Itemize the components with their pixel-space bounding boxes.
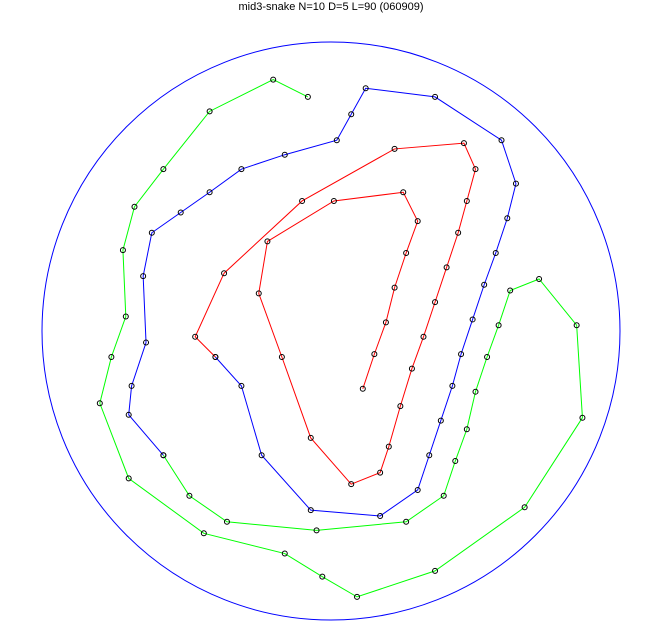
data-point-2-30: [304, 93, 311, 100]
data-point-1-27: [128, 382, 135, 389]
data-point-2-11: [507, 287, 514, 294]
data-point-0-25: [299, 197, 306, 204]
data-point-0-10: [278, 354, 285, 361]
data-point-1-25: [140, 273, 147, 280]
boundary-circle: [41, 41, 621, 621]
data-point-1-16: [432, 93, 439, 100]
data-point-0-18: [432, 299, 439, 306]
data-point-2-24: [122, 313, 129, 320]
data-point-0-7: [330, 197, 337, 204]
data-point-1-24: [148, 229, 155, 236]
data-point-2-19: [281, 550, 288, 557]
data-point-2-8: [472, 388, 479, 395]
data-point-1-4: [377, 512, 384, 519]
data-point-0-14: [385, 443, 392, 450]
data-point-0-21: [463, 197, 470, 204]
series-line-1: [128, 87, 517, 517]
data-point-0-2: [382, 319, 389, 326]
data-point-1-6: [426, 452, 433, 459]
data-point-0-12: [348, 481, 355, 488]
data-point-1-28: [125, 411, 132, 418]
data-point-2-16: [432, 567, 439, 574]
data-point-0-5: [414, 218, 421, 225]
data-point-0-13: [377, 469, 384, 476]
data-point-0-0: [359, 385, 366, 392]
data-point-0-24: [391, 145, 398, 152]
data-point-2-26: [131, 203, 138, 210]
data-point-0-23: [460, 140, 467, 147]
data-point-2-20: [200, 530, 207, 537]
data-point-0-17: [420, 333, 427, 340]
data-point-1-26: [143, 339, 150, 346]
data-point-2-2: [223, 518, 230, 525]
data-point-0-11: [307, 434, 314, 441]
data-point-2-18: [319, 573, 326, 580]
data-point-0-9: [255, 290, 262, 297]
data-point-0-15: [397, 403, 404, 410]
data-point-1-8: [449, 382, 456, 389]
data-point-2-25: [119, 247, 126, 254]
data-point-1-21: [238, 166, 245, 173]
series-line-0: [194, 142, 477, 485]
data-point-2-4: [403, 518, 410, 525]
data-point-0-19: [443, 264, 450, 271]
data-point-0-22: [472, 166, 479, 173]
data-point-0-1: [371, 351, 378, 358]
data-point-1-7: [437, 417, 444, 424]
data-point-2-1: [186, 492, 193, 499]
data-point-2-13: [573, 322, 580, 329]
data-point-2-6: [452, 458, 459, 465]
data-point-2-12: [536, 275, 543, 282]
data-point-2-28: [206, 108, 213, 115]
data-point-0-27: [192, 333, 199, 340]
data-point-0-3: [391, 284, 398, 291]
data-point-2-15: [521, 504, 528, 511]
data-point-1-5: [414, 486, 421, 493]
data-point-0-20: [455, 229, 462, 236]
data-point-2-7: [463, 426, 470, 433]
data-point-2-29: [270, 76, 277, 83]
data-point-1-0: [212, 354, 219, 361]
data-point-2-3: [313, 527, 320, 534]
data-point-2-10: [495, 322, 502, 329]
data-point-2-27: [160, 166, 167, 173]
data-point-0-16: [408, 365, 415, 372]
data-point-1-12: [492, 249, 499, 256]
data-point-2-5: [440, 492, 447, 499]
data-point-1-17: [362, 85, 369, 92]
data-point-1-14: [512, 180, 519, 187]
data-point-0-4: [403, 249, 410, 256]
data-point-1-22: [206, 189, 213, 196]
data-point-1-18: [348, 111, 355, 118]
data-point-1-23: [177, 209, 184, 216]
data-point-1-13: [504, 215, 511, 222]
data-point-2-21: [125, 475, 132, 482]
series-line-2: [99, 79, 583, 598]
data-point-2-14: [579, 414, 586, 421]
data-point-2-23: [108, 354, 115, 361]
data-point-2-0: [160, 452, 167, 459]
data-point-0-6: [400, 189, 407, 196]
data-point-2-22: [96, 400, 103, 407]
data-point-1-2: [258, 452, 265, 459]
data-point-2-9: [484, 354, 491, 361]
data-point-1-11: [481, 281, 488, 288]
data-point-1-15: [498, 137, 505, 144]
data-point-1-20: [281, 151, 288, 158]
data-point-2-17: [354, 593, 361, 600]
data-point-1-3: [307, 507, 314, 514]
data-point-0-26: [221, 270, 228, 277]
data-point-1-9: [458, 351, 465, 358]
data-point-1-19: [333, 137, 340, 144]
data-point-1-1: [238, 382, 245, 389]
data-point-1-10: [469, 316, 476, 323]
data-point-0-8: [264, 238, 271, 245]
chart-title: mid3-snake N=10 D=5 L=90 (060909): [238, 1, 424, 13]
